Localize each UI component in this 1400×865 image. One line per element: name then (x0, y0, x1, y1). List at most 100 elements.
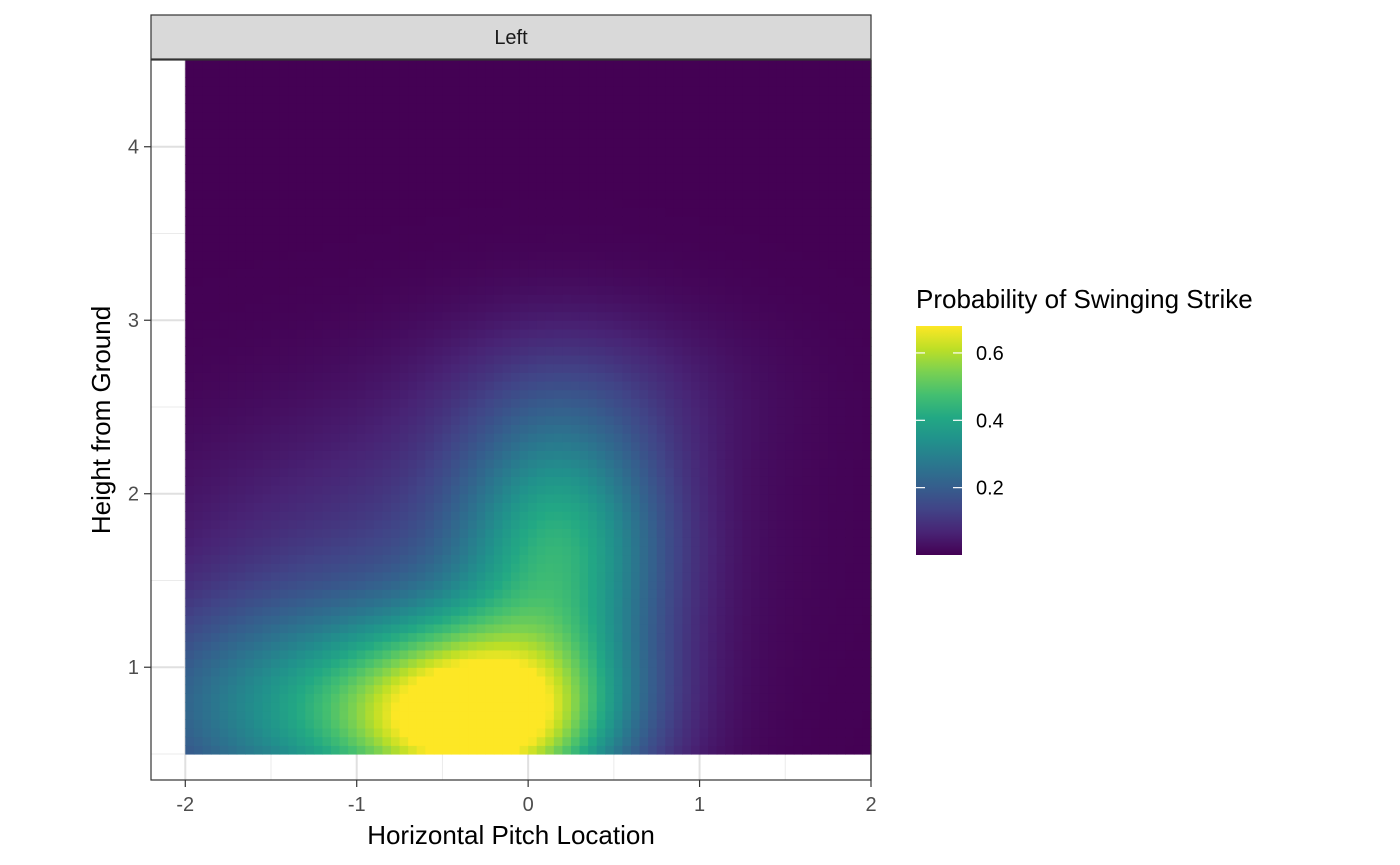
heatmap-tile (596, 242, 606, 252)
heatmap-tile (202, 537, 212, 547)
heatmap-tile (579, 571, 589, 582)
heatmap-tile (596, 129, 606, 139)
heatmap-tile (433, 372, 444, 382)
heatmap-tile (579, 415, 589, 425)
heatmap-tile (202, 476, 212, 486)
heatmap-tile (305, 172, 315, 183)
heatmap-tile (373, 398, 384, 408)
heatmap-tile (373, 433, 384, 443)
heatmap-tile (613, 745, 624, 755)
heatmap-tile (682, 511, 692, 521)
heatmap-tile (519, 250, 529, 261)
heatmap-tile (485, 190, 495, 200)
heatmap-tile (442, 311, 452, 321)
heatmap-tile (279, 398, 289, 408)
heatmap-tile (365, 537, 375, 547)
heatmap-tile (442, 589, 452, 599)
heatmap-tile (579, 164, 589, 174)
heatmap-tile (313, 337, 324, 347)
heatmap-tile (296, 597, 306, 608)
heatmap-tile (296, 727, 306, 738)
heatmap-tile (236, 380, 246, 391)
heatmap-tile (519, 172, 529, 183)
heatmap-tile (639, 233, 649, 243)
heatmap-tile (553, 103, 564, 113)
heatmap-tile (502, 250, 512, 261)
heatmap-tile (579, 363, 589, 373)
heatmap-tile (271, 433, 281, 443)
heatmap-tile (605, 545, 615, 556)
heatmap-tile (699, 268, 709, 278)
heatmap-tile (562, 424, 572, 434)
heatmap-tile (502, 493, 512, 503)
heatmap-tile (356, 502, 366, 512)
heatmap-tile (433, 94, 444, 104)
heatmap-tile (571, 545, 581, 556)
heatmap-tile (519, 554, 529, 564)
heatmap-tile (699, 138, 709, 148)
heatmap-tile (536, 259, 546, 269)
heatmap-tiles (185, 60, 872, 755)
heatmap-tile (468, 658, 478, 668)
heatmap-tile (708, 502, 718, 512)
heatmap-tile (193, 337, 204, 347)
heatmap-tile (639, 485, 649, 495)
heatmap-tile (331, 181, 341, 191)
heatmap-tile (253, 580, 264, 590)
heatmap-tile (279, 268, 289, 278)
heatmap-tile (399, 328, 409, 339)
heatmap-tile (373, 736, 384, 746)
heatmap-tile (528, 233, 538, 243)
heatmap-tile (408, 380, 418, 391)
heatmap-tile (288, 216, 298, 226)
heatmap-tile (673, 511, 684, 521)
heatmap-tile (322, 311, 332, 321)
heatmap-tile (665, 77, 675, 87)
heatmap-tile (382, 94, 392, 104)
heatmap-tile (493, 311, 504, 321)
heatmap-tile (433, 406, 444, 417)
heatmap-tile (673, 710, 684, 720)
heatmap-tile (339, 320, 349, 330)
heatmap-tile (579, 424, 589, 434)
heatmap-tile (571, 259, 581, 269)
heatmap-tile (373, 623, 384, 634)
heatmap-tile (399, 597, 409, 608)
heatmap-tile (211, 563, 221, 573)
heatmap-tile (339, 415, 349, 425)
heatmap-tile (605, 554, 615, 564)
heatmap-tile (579, 519, 589, 530)
heatmap-tile (682, 86, 692, 96)
heatmap-tile (691, 155, 701, 165)
heatmap-tile (502, 259, 512, 269)
heatmap-tile (571, 112, 581, 122)
heatmap-tile (613, 164, 624, 174)
heatmap-tile (528, 120, 538, 130)
heatmap-tile (571, 571, 581, 582)
heatmap-tile (408, 337, 418, 347)
heatmap-tile (271, 216, 281, 226)
heatmap-tile (373, 311, 384, 321)
heatmap-tile (236, 207, 246, 217)
heatmap-tile (536, 467, 546, 477)
heatmap-tile (493, 346, 504, 356)
heatmap-tile (296, 138, 306, 148)
heatmap-tile (211, 276, 221, 287)
heatmap-tile (245, 250, 255, 261)
heatmap-tile (708, 441, 718, 451)
heatmap-tile (211, 363, 221, 373)
heatmap-tile (708, 68, 718, 78)
heatmap-tile (253, 545, 264, 556)
heatmap-tile (451, 415, 461, 425)
heatmap-tile (425, 632, 435, 642)
heatmap-tile (313, 276, 324, 287)
heatmap-tile (665, 164, 675, 174)
heatmap-tile (313, 389, 324, 399)
heatmap-tile (408, 415, 418, 425)
heatmap-tile (476, 242, 486, 252)
heatmap-tile (211, 467, 221, 477)
heatmap-tile (579, 311, 589, 321)
heatmap-tile (648, 563, 658, 573)
heatmap-tile (459, 328, 469, 339)
heatmap-tile (185, 60, 195, 70)
